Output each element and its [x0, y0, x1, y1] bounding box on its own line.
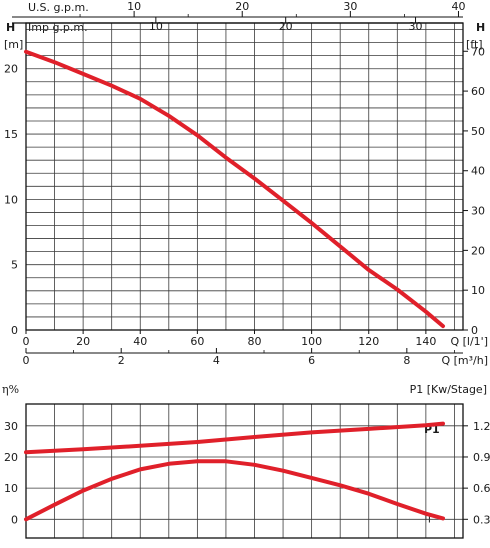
eta-tick-label: 20 — [4, 451, 18, 464]
us-gpm-tick-label: 40 — [451, 0, 465, 13]
left-axis-title: H — [6, 21, 15, 34]
left-tick-label: 5 — [11, 259, 18, 272]
q-lmin-tick-label: 0 — [23, 335, 30, 348]
left-tick-label: 15 — [4, 128, 18, 141]
q-lmin-tick-label: 60 — [190, 335, 204, 348]
left-axis-unit: [m] — [4, 38, 23, 51]
q-m3h-tick-label: 0 — [23, 354, 30, 367]
us-gpm-tick-label: 20 — [235, 0, 249, 13]
right-axis-title: H — [476, 21, 485, 34]
q-lmin-tick-label: 120 — [358, 335, 379, 348]
q-m3h-tick-label: 8 — [403, 354, 410, 367]
left-tick-label: 20 — [4, 63, 18, 76]
q-m3h-axis-label: Q [m³/h] — [441, 354, 488, 367]
imp-gpm-tick-label: 20 — [279, 20, 293, 33]
q-lmin-axis-label: Q [l/1'] — [450, 335, 488, 348]
q-m3h-tick-label: 4 — [213, 354, 220, 367]
us-gpm-tick-label: 10 — [127, 0, 141, 13]
right-tick-label: 60 — [471, 85, 485, 98]
q-lmin-tick-label: 20 — [76, 335, 90, 348]
imp-gpm-label: Imp g.p.m. — [28, 21, 88, 34]
right-tick-label: 30 — [471, 205, 485, 218]
efficiency-curve — [24, 459, 445, 522]
q-m3h-tick-label: 6 — [308, 354, 315, 367]
eta-tick-label: 30 — [4, 420, 18, 433]
left-tick-label: 0 — [11, 324, 18, 337]
efficiency-axis-title: η% — [2, 383, 19, 396]
right-tick-label: 50 — [471, 125, 485, 138]
power-tick-label: 1.2 — [473, 420, 490, 433]
series-label-eta: η — [424, 510, 431, 523]
right-tick-label: 70 — [471, 45, 485, 58]
power-axis-title: P1 [Kw/Stage] — [410, 383, 487, 396]
q-lmin-tick-label: 80 — [247, 335, 261, 348]
q-lmin-tick-label: 40 — [133, 335, 147, 348]
eta-tick-label: 0 — [11, 513, 18, 526]
right-tick-label: 40 — [471, 165, 485, 178]
right-axis-unit: [ft] — [466, 38, 483, 51]
power-tick-label: 0.6 — [473, 482, 490, 495]
left-tick-label: 10 — [4, 193, 18, 206]
power-curve — [24, 421, 445, 455]
power-tick-label: 0.3 — [473, 513, 490, 526]
power-tick-label: 0.9 — [473, 451, 490, 464]
us-gpm-label: U.S. g.p.m. — [28, 1, 89, 14]
head-curve — [24, 49, 445, 329]
q-lmin-tick-label: 100 — [301, 335, 322, 348]
us-gpm-tick-label: 30 — [343, 0, 357, 13]
q-m3h-tick-label: 2 — [118, 354, 125, 367]
imp-gpm-tick-label: 30 — [409, 20, 423, 33]
head-chart-grid — [25, 23, 463, 331]
right-tick-label: 20 — [471, 244, 485, 257]
q-lmin-tick-label: 140 — [415, 335, 436, 348]
imp-gpm-tick-label: 10 — [149, 20, 163, 33]
eta-tick-label: 10 — [4, 482, 18, 495]
right-tick-label: 10 — [471, 284, 485, 297]
efficiency-chart-grid — [25, 404, 463, 538]
right-tick-label: 0 — [471, 324, 478, 337]
efficiency-chart-frame — [25, 403, 464, 539]
